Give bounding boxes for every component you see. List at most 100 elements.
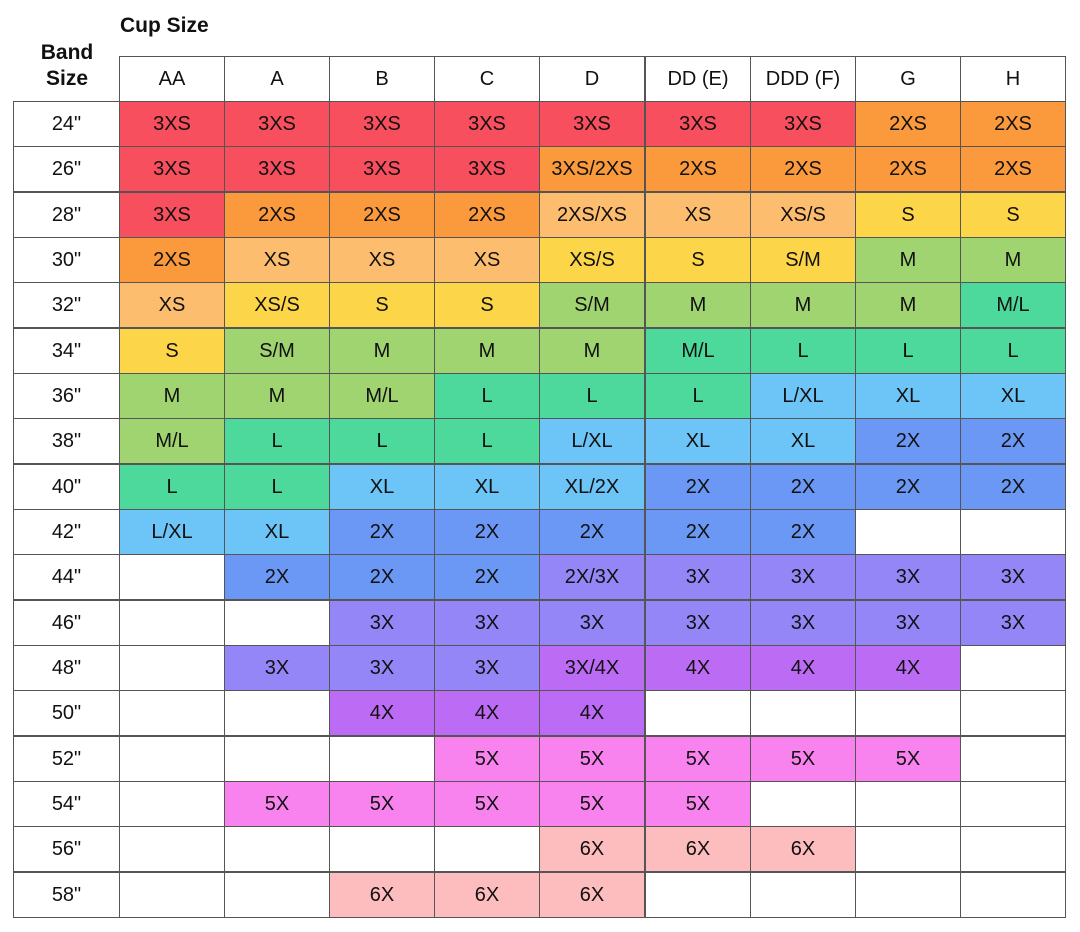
empty-cell xyxy=(960,826,1066,872)
size-cell: 3XS xyxy=(645,101,751,147)
size-cell: 2X xyxy=(855,464,961,510)
size-cell: 3XS xyxy=(224,146,330,192)
empty-cell xyxy=(855,781,961,827)
size-cell: 2X/3X xyxy=(539,554,645,600)
size-cell: 2XS/XS xyxy=(539,192,645,238)
empty-cell xyxy=(960,690,1066,736)
size-cell: 3X xyxy=(329,600,435,646)
band-size: 30" xyxy=(13,237,120,283)
size-cell: L xyxy=(539,373,645,419)
empty-cell xyxy=(855,826,961,872)
size-cell: 2X xyxy=(434,554,540,600)
size-cell: 5X xyxy=(224,781,330,827)
size-cell: 3XS xyxy=(329,146,435,192)
size-cell: 4X xyxy=(750,645,856,691)
size-cell: 3X xyxy=(645,600,751,646)
size-cell: XL xyxy=(855,373,961,419)
size-cell: M xyxy=(434,328,540,374)
size-cell: 5X xyxy=(855,736,961,782)
size-cell: XL/2X xyxy=(539,464,645,510)
empty-cell xyxy=(119,781,225,827)
size-cell: L xyxy=(434,418,540,464)
size-cell: 2XS xyxy=(960,101,1066,147)
band-size: 52" xyxy=(13,736,120,782)
band-size: 28" xyxy=(13,192,120,238)
empty-cell xyxy=(224,690,330,736)
size-cell: L xyxy=(960,328,1066,374)
size-cell: 6X xyxy=(645,826,751,872)
size-cell: 4X xyxy=(539,690,645,736)
empty-cell xyxy=(329,826,435,872)
size-cell: M xyxy=(645,282,751,328)
band-size: 38" xyxy=(13,418,120,464)
band-size: 36" xyxy=(13,373,120,419)
size-cell: 3X xyxy=(960,554,1066,600)
size-cell: 2XS xyxy=(855,101,961,147)
size-cell: M xyxy=(750,282,856,328)
size-cell: 2X xyxy=(960,464,1066,510)
empty-cell xyxy=(750,872,856,918)
band-size: 46" xyxy=(13,600,120,646)
size-cell: M xyxy=(539,328,645,374)
size-cell: L xyxy=(329,418,435,464)
empty-cell xyxy=(434,826,540,872)
size-cell: L xyxy=(645,373,751,419)
size-cell: XS/S xyxy=(539,237,645,283)
size-cell: 5X xyxy=(645,736,751,782)
size-cell: 3X xyxy=(434,600,540,646)
empty-cell xyxy=(855,690,961,736)
empty-cell xyxy=(960,509,1066,555)
size-cell: M/L xyxy=(960,282,1066,328)
size-cell: S/M xyxy=(539,282,645,328)
size-cell: 3X xyxy=(855,554,961,600)
band-size: 56" xyxy=(13,826,120,872)
empty-cell xyxy=(119,736,225,782)
size-cell: 3X xyxy=(750,554,856,600)
size-cell: 2XS xyxy=(750,146,856,192)
size-cell: 2X xyxy=(329,509,435,555)
empty-cell xyxy=(119,690,225,736)
size-cell: S xyxy=(119,328,225,374)
column-header: H xyxy=(960,56,1066,102)
size-cell: XL xyxy=(329,464,435,510)
size-cell: 3X xyxy=(855,600,961,646)
band-size: 26" xyxy=(13,146,120,192)
band-size: 50" xyxy=(13,690,120,736)
size-cell: M xyxy=(224,373,330,419)
size-cell: M xyxy=(329,328,435,374)
size-cell: M/L xyxy=(329,373,435,419)
column-header: DD (E) xyxy=(645,56,751,102)
empty-cell xyxy=(119,872,225,918)
size-cell: M/L xyxy=(645,328,751,374)
band-size: 42" xyxy=(13,509,120,555)
empty-cell xyxy=(960,872,1066,918)
size-cell: XS/S xyxy=(750,192,856,238)
empty-cell xyxy=(855,872,961,918)
size-cell: 2X xyxy=(960,418,1066,464)
size-cell: 3XS xyxy=(119,192,225,238)
size-cell: L/XL xyxy=(750,373,856,419)
size-cell: 5X xyxy=(434,736,540,782)
column-header: C xyxy=(434,56,540,102)
size-cell: 5X xyxy=(539,781,645,827)
band-size-title: Band Size xyxy=(40,41,94,90)
empty-cell xyxy=(750,690,856,736)
size-cell: 3XS/2XS xyxy=(539,146,645,192)
size-cell: M xyxy=(855,282,961,328)
size-cell: XL xyxy=(750,418,856,464)
size-cell: 6X xyxy=(539,872,645,918)
column-header: DDD (F) xyxy=(750,56,856,102)
empty-cell xyxy=(855,509,961,555)
size-cell: 3XS xyxy=(434,101,540,147)
size-cell: 3X xyxy=(750,600,856,646)
size-cell: XL xyxy=(645,418,751,464)
size-cell: 5X xyxy=(750,736,856,782)
size-cell: 2XS xyxy=(434,192,540,238)
size-cell: 2X xyxy=(750,509,856,555)
empty-cell xyxy=(645,690,751,736)
size-cell: L xyxy=(750,328,856,374)
band-size: 34" xyxy=(13,328,120,374)
size-cell: L xyxy=(119,464,225,510)
size-cell: S/M xyxy=(750,237,856,283)
